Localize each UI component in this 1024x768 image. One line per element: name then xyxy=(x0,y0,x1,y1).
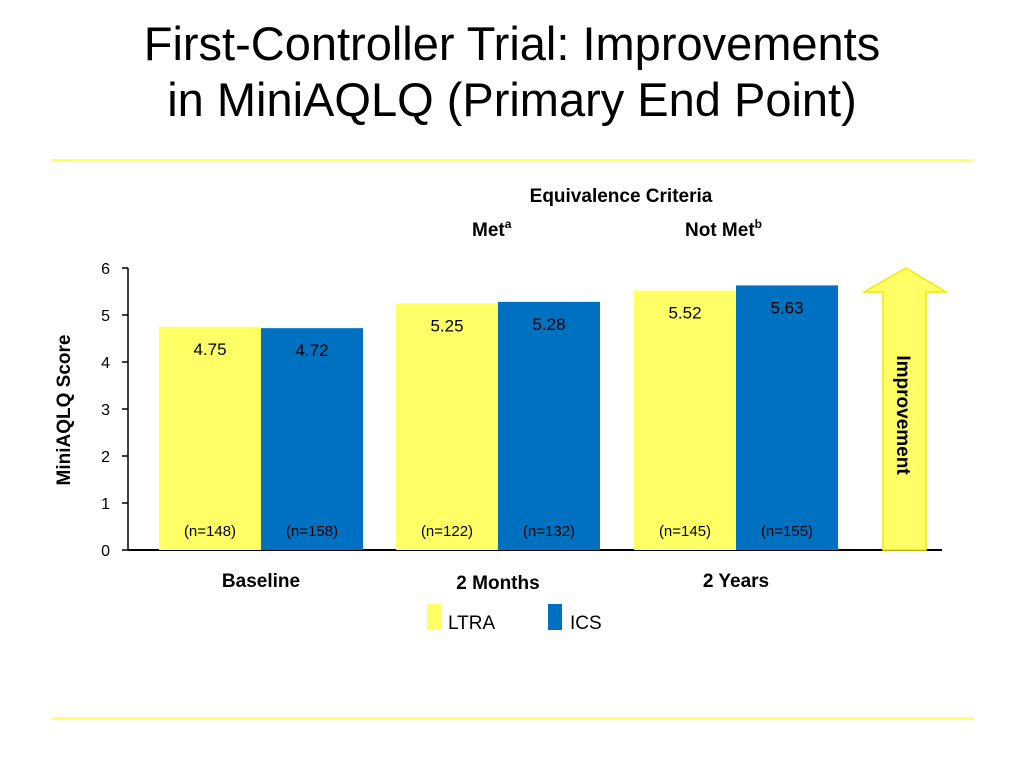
x-category-label: 2 Months xyxy=(456,573,539,594)
slide-title: First-Controller Trial: Improvements in … xyxy=(0,16,1024,128)
bar-value-label: 5.25 xyxy=(430,316,463,335)
bar-n-label: (n=145) xyxy=(659,523,711,540)
y-tick-label: 2 xyxy=(101,449,110,466)
x-category-label: Baseline xyxy=(222,571,300,592)
legend-swatch-ltra xyxy=(427,604,441,630)
bar-n-label: (n=155) xyxy=(761,523,813,540)
bar-ics-baseline xyxy=(261,328,363,550)
bar-n-label: (n=122) xyxy=(421,523,473,540)
bar-value-label: 4.72 xyxy=(295,341,328,360)
improvement-arrow xyxy=(861,267,949,551)
bar-n-label: (n=148) xyxy=(184,523,236,540)
y-tick-label: 1 xyxy=(101,496,110,513)
bar-ltra-baseline xyxy=(159,326,261,550)
bar-ics-2-months xyxy=(498,301,600,550)
y-tick-label: 5 xyxy=(101,308,110,325)
y-axis-title: MiniAQLQ Score xyxy=(54,335,75,486)
bar-value-label: 5.28 xyxy=(532,315,565,334)
bar-n-label: (n=132) xyxy=(523,523,575,540)
legend-label-ltra: LTRA xyxy=(448,613,495,634)
bar-ltra-2-months xyxy=(396,303,498,550)
y-tick-label: 3 xyxy=(101,402,110,419)
legend: LTRA ICS xyxy=(427,604,602,634)
bars: 4.75 (n=148) 4.72 (n=158) 5.25 (n=122) 5.28 (n=… xyxy=(159,285,838,550)
y-tick-label: 0 xyxy=(101,543,110,560)
bar-value-label: 4.75 xyxy=(193,340,226,359)
bar-value-label: 5.63 xyxy=(770,298,803,317)
x-category-label: 2 Years xyxy=(703,571,769,592)
bar-ltra-2-years xyxy=(634,290,736,550)
y-ticks: 0 1 2 3 4 5 6 xyxy=(101,261,128,560)
improvement-label: Improvement xyxy=(892,355,913,475)
x-categories: Baseline 2 Months 2 Years xyxy=(222,571,769,594)
slide-title-line-1: First-Controller Trial: Improvements xyxy=(143,17,881,70)
legend-label-ics: ICS xyxy=(570,613,602,634)
legend-swatch-ics xyxy=(548,604,562,630)
bottom-divider xyxy=(52,717,974,720)
bar-ics-2-years xyxy=(736,285,838,550)
criteria-not-met-label: Not Metb xyxy=(685,217,762,241)
slide-title-line-2: in MiniAQLQ (Primary End Point) xyxy=(167,73,857,126)
top-divider xyxy=(52,159,974,162)
y-tick-label: 6 xyxy=(101,261,110,278)
bar-n-label: (n=158) xyxy=(286,523,338,540)
equivalence-criteria-header: Equivalence Criteria xyxy=(530,186,713,207)
y-tick-label: 4 xyxy=(101,355,110,372)
criteria-met-label: Meta xyxy=(472,217,512,241)
bar-value-label: 5.52 xyxy=(668,304,701,323)
